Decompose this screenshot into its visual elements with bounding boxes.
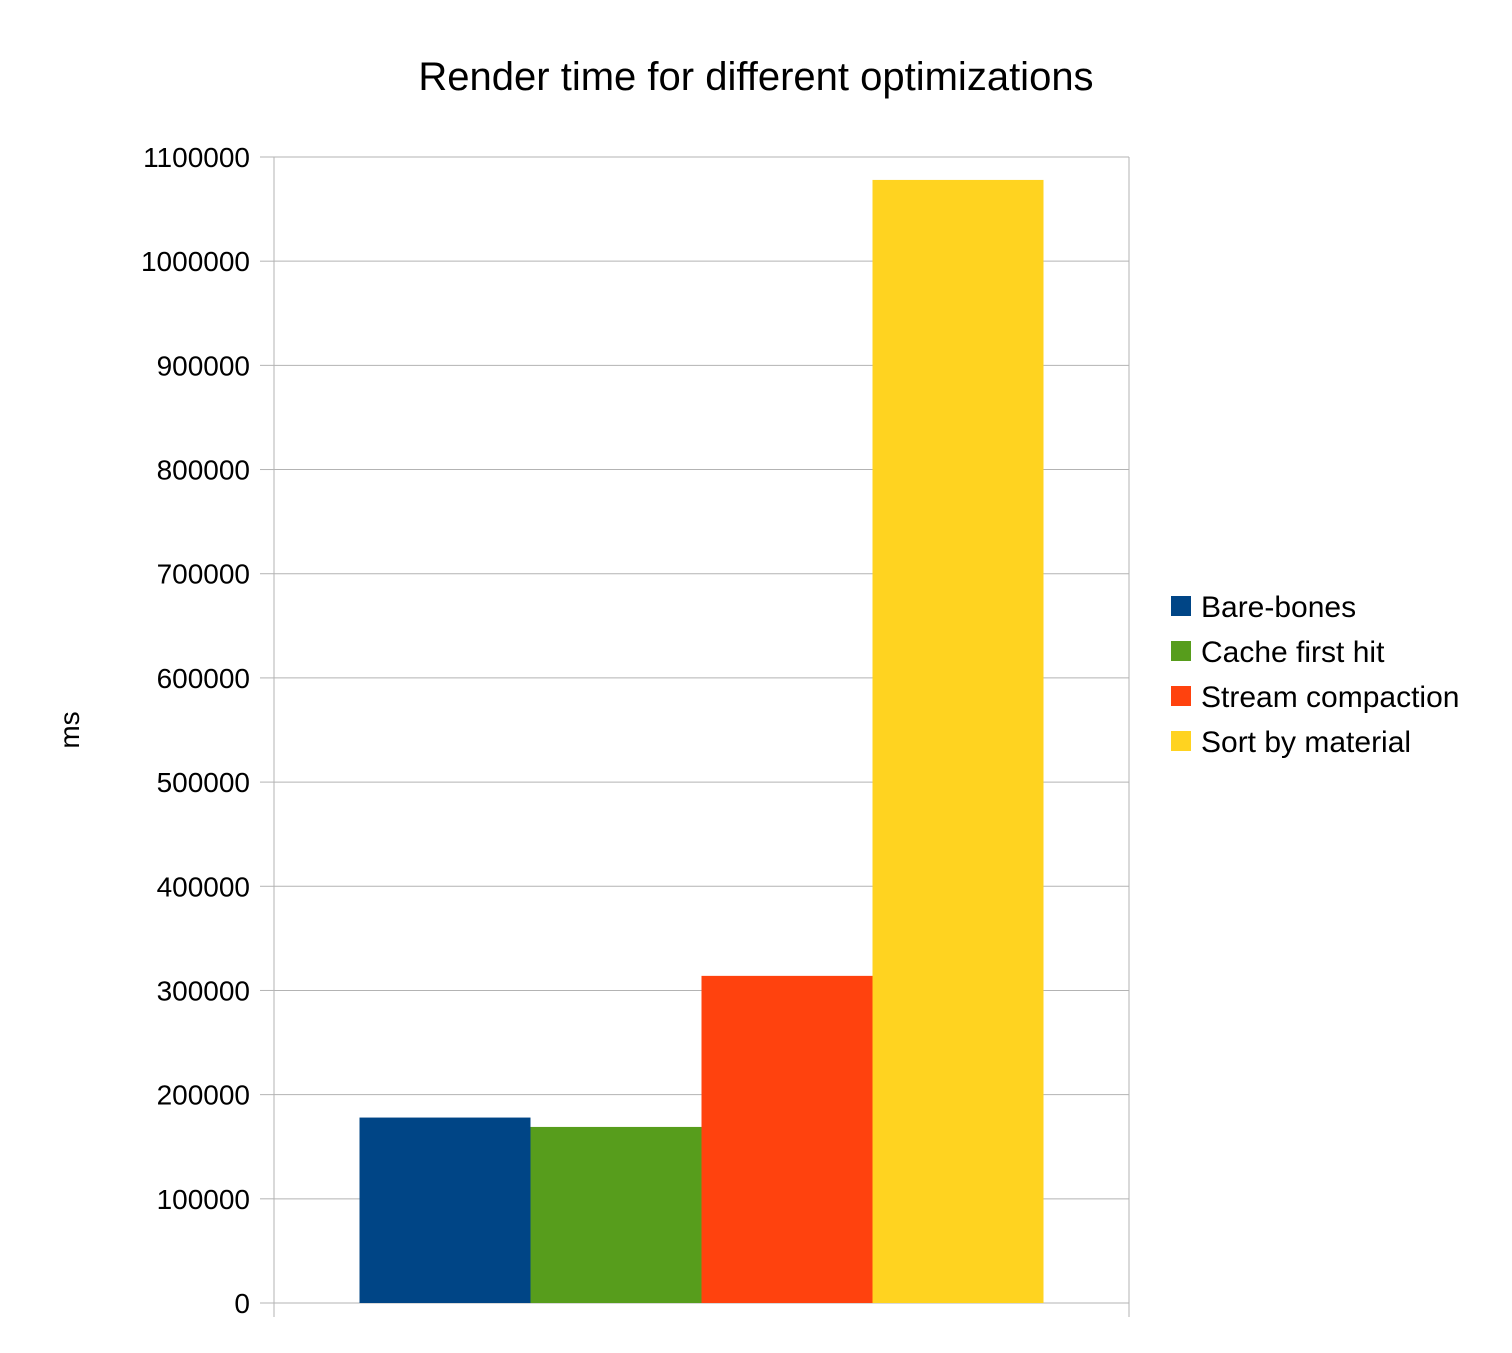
- legend-swatch: [1171, 596, 1191, 616]
- y-tick-label: 100000: [157, 1184, 250, 1215]
- legend-label: Sort by material: [1201, 726, 1411, 759]
- y-axis-ticks: 0 100000 200000 300000 400000 500000 600000 700…: [141, 142, 274, 1319]
- y-tick-label: 0: [234, 1288, 250, 1319]
- y-tick-label: 200000: [157, 1080, 250, 1111]
- legend-swatch: [1171, 686, 1191, 706]
- legend-swatch: [1171, 731, 1191, 751]
- bar-cache-first-hit: [530, 1126, 702, 1303]
- bar-bare-bones: [359, 1117, 531, 1303]
- chart-title: Render time for different optimizations: [418, 55, 1093, 99]
- y-tick-label: 300000: [157, 975, 250, 1006]
- y-tick-label: 900000: [157, 350, 250, 381]
- bar-stream-compaction: [701, 975, 873, 1303]
- y-tick-label: 800000: [157, 455, 250, 486]
- legend: Bare-bones Cache first hit Stream compacti…: [1171, 591, 1459, 759]
- y-tick-label: 1000000: [141, 246, 250, 277]
- y-tick-label: 1100000: [143, 142, 250, 173]
- y-tick-label: 400000: [157, 871, 250, 902]
- bars: [359, 179, 1044, 1303]
- y-tick-label: 600000: [157, 663, 250, 694]
- y-axis-label: ms: [54, 711, 85, 748]
- legend-label: Cache first hit: [1201, 636, 1385, 669]
- legend-swatch: [1171, 641, 1191, 661]
- y-tick-label: 700000: [157, 559, 250, 590]
- legend-label: Stream compaction: [1201, 681, 1459, 714]
- bar-sort-by-material: [872, 179, 1044, 1303]
- legend-label: Bare-bones: [1201, 591, 1356, 624]
- plot-frame: [273, 157, 1130, 1317]
- y-tick-label: 500000: [157, 767, 250, 798]
